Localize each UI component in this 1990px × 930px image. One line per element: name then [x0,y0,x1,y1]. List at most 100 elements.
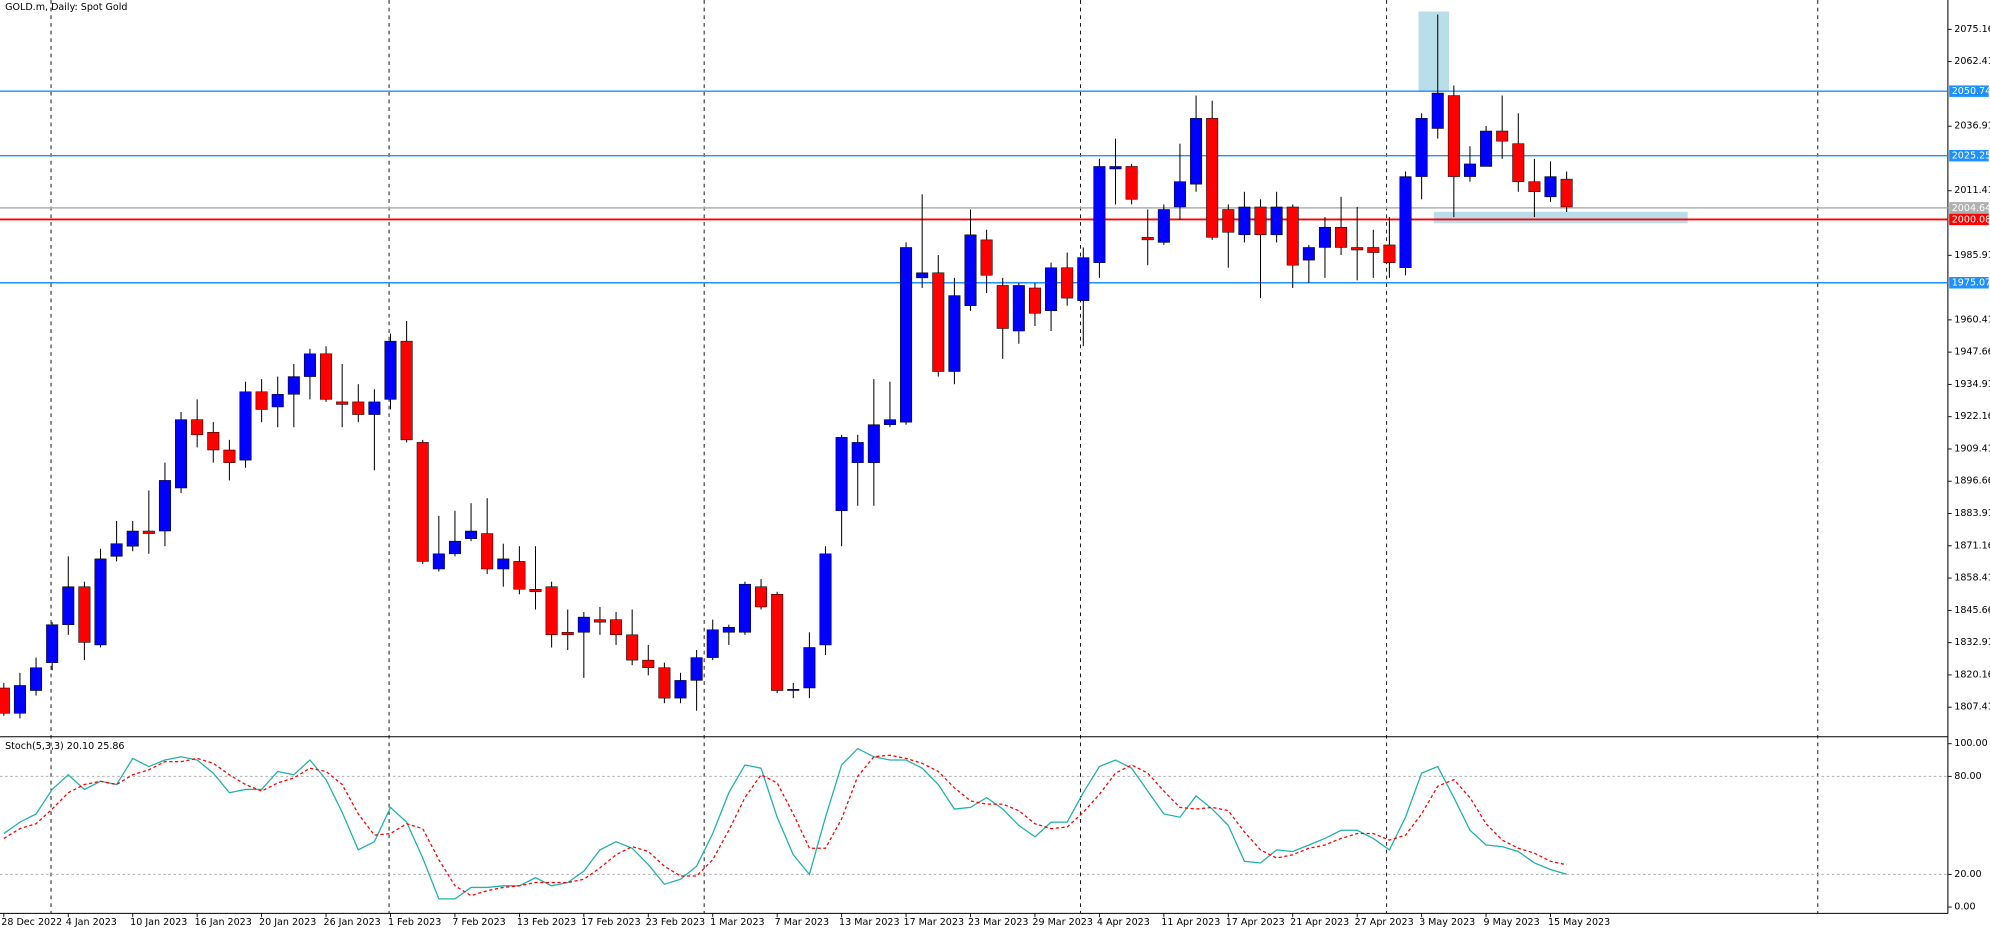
candle-body [1528,181,1541,193]
candle-body [271,394,284,408]
x-tick-label: 13 Mar 2023 [839,917,900,928]
candle-body [1415,118,1428,177]
candle-body [1061,267,1074,299]
level-label-bg [1949,85,1989,97]
candle-body [255,391,268,410]
x-tick-label: 7 Mar 2023 [775,917,829,928]
y-tick-label: 1896.66 [1954,476,1990,487]
candle-body [13,685,26,714]
level-label: 2000.08 [1952,214,1990,225]
candle-body [30,667,43,691]
candle-body [384,340,397,400]
y-tick-label: 0.00 [1954,902,1975,913]
x-tick-label: 11 Apr 2023 [1161,917,1220,928]
candle-body [78,586,91,643]
level-label-bg [1949,202,1989,214]
y-tick-label: 1845.66 [1954,605,1990,616]
candle-body [1173,181,1186,208]
level-label: 2004.64 [1952,203,1990,214]
candle-body [448,540,461,555]
candle-body [126,530,139,547]
x-tick-label: 3 May 2023 [1419,917,1475,928]
level-label: 2025.25 [1952,151,1990,162]
candle-body [223,449,236,463]
candle-body [803,647,816,689]
candle-body [62,586,75,625]
x-tick-label: 27 Apr 2023 [1355,917,1414,928]
candle-body [513,561,526,590]
indicator-title: Stoch(5,3,3) 20.10 25.86 [5,741,124,752]
level-label-bg [1949,213,1989,226]
y-tick-label: 2036.91 [1954,121,1990,132]
candle-body [738,583,751,633]
level-label: 2050.74 [1952,86,1990,97]
level-label-bg [1949,149,1989,162]
y-tick-label: 1947.66 [1954,347,1990,358]
candle-body [561,632,574,636]
y-tick-label: 1934.91 [1954,379,1990,390]
y-tick-label: 1922.16 [1954,411,1990,422]
candle-body [1012,285,1025,332]
candle-body [1093,166,1106,263]
candle-body [1302,247,1315,261]
candle-body [626,634,639,661]
level-label-bg [1949,276,1989,289]
x-tick-label: 23 Mar 2023 [968,917,1029,928]
x-tick-label: 1 Feb 2023 [388,917,441,928]
candle-body [996,285,1009,329]
y-tick-label: 2075.16 [1954,24,1990,35]
highlight-box [1418,11,1450,92]
candle-body [1335,226,1348,248]
candle-body [755,586,768,608]
x-tick-label: 21 Apr 2023 [1290,917,1349,928]
candle-body [1238,206,1251,236]
candle-body [900,247,913,423]
candle-body [948,295,961,372]
candle-body [577,616,590,633]
x-tick-label: 29 Mar 2023 [1032,917,1093,928]
candle-body [1383,244,1396,263]
y-tick-label: 1871.16 [1954,540,1990,551]
y-tick-label: 1883.91 [1954,508,1990,519]
candle-body [1157,209,1170,243]
candle-body [932,272,945,372]
candle-body [158,480,171,532]
candle-body [593,619,606,623]
candle-body [320,353,333,400]
candle-body [432,553,445,570]
x-tick-label: 7 Feb 2023 [452,917,505,928]
x-tick-label: 15 May 2023 [1548,917,1610,928]
candle-body [722,626,735,633]
candle-body [1544,176,1557,198]
candle-body [239,391,252,461]
x-tick-label: 16 Jan 2023 [195,917,252,928]
candle-body [964,234,977,306]
y-tick-label: 1960.41 [1954,314,1990,325]
candle-body [1318,226,1331,248]
candle-body [771,594,784,691]
candle-body [916,272,929,279]
candle-body [368,401,381,415]
x-tick-label: 9 May 2023 [1484,917,1540,928]
candle-body [1109,166,1122,170]
candle-body [819,553,832,646]
candle-body [674,680,687,699]
candle-body [1367,247,1380,253]
x-tick-label: 23 Feb 2023 [646,917,705,928]
candle-body [142,530,155,534]
period-separators [50,0,1819,914]
candle-body [287,376,300,395]
candle-body [110,543,123,557]
y-tick-label: 1820.16 [1954,669,1990,680]
x-tick-label: 13 Feb 2023 [517,917,576,928]
candle-body [642,659,655,668]
candle-body [1206,118,1219,238]
x-tick-label: 4 Jan 2023 [66,917,117,928]
candle-body [1463,163,1476,177]
candle-body [883,419,896,425]
candle-body [0,687,10,714]
x-tick-label: 10 Jan 2023 [130,917,187,928]
y-tick-label: 1832.91 [1954,637,1990,648]
x-tick-label: 4 Apr 2023 [1097,917,1150,928]
